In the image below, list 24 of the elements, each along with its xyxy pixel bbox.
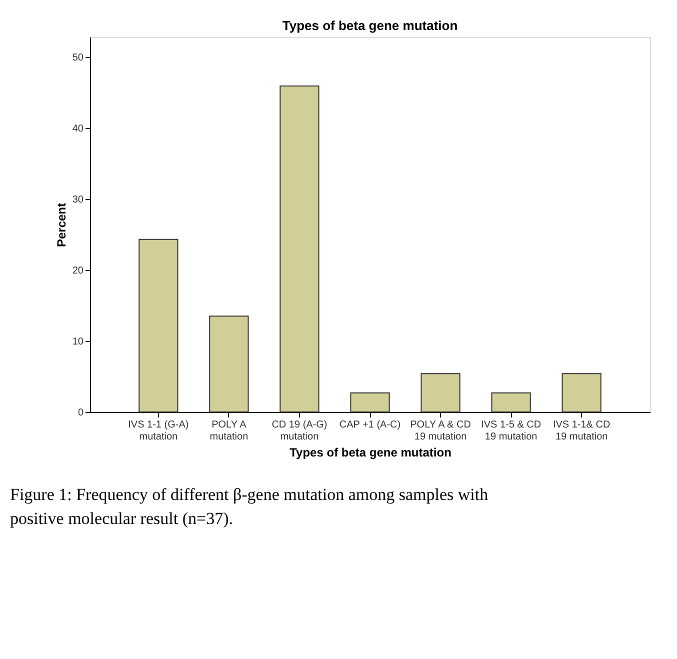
x-tick-label: IVS 1-5 & CD 19 mutation xyxy=(481,420,542,442)
y-tick-label: 40 xyxy=(72,123,84,134)
chart-title: Types of beta gene mutation xyxy=(282,18,458,33)
bar xyxy=(420,373,460,412)
y-tick-label: 50 xyxy=(72,52,84,64)
x-tick-label: CD 19 (A-G) mutation xyxy=(272,420,328,442)
y-axis-title: Percent xyxy=(54,202,68,248)
x-axis-title: Types of beta gene mutation xyxy=(290,446,452,460)
y-tick-label: 0 xyxy=(78,408,84,418)
x-tick-label: IVS 1-1& CD 19 mutation xyxy=(552,420,610,442)
y-tick-label: 10 xyxy=(72,336,84,348)
caption: Figure 1: Frequency of different β-gene mutation among samples with positive molecular result (n=37). xyxy=(10,485,489,528)
x-tick-label: POLY A mutation xyxy=(210,420,248,442)
x-tick-label: IVS 1-1 (G-A) mutation xyxy=(128,420,189,442)
bar xyxy=(562,373,602,412)
x-tick-label: POLY A & CD 19 mutation xyxy=(410,420,471,442)
y-tick-label: 20 xyxy=(72,265,84,276)
bar xyxy=(350,392,390,412)
bar xyxy=(138,238,178,412)
bar xyxy=(209,316,249,412)
x-tick-label: CAP +1 (A-C) xyxy=(339,420,401,430)
y-tick-label: 30 xyxy=(72,194,84,206)
bar xyxy=(280,86,320,412)
bar xyxy=(491,392,531,412)
